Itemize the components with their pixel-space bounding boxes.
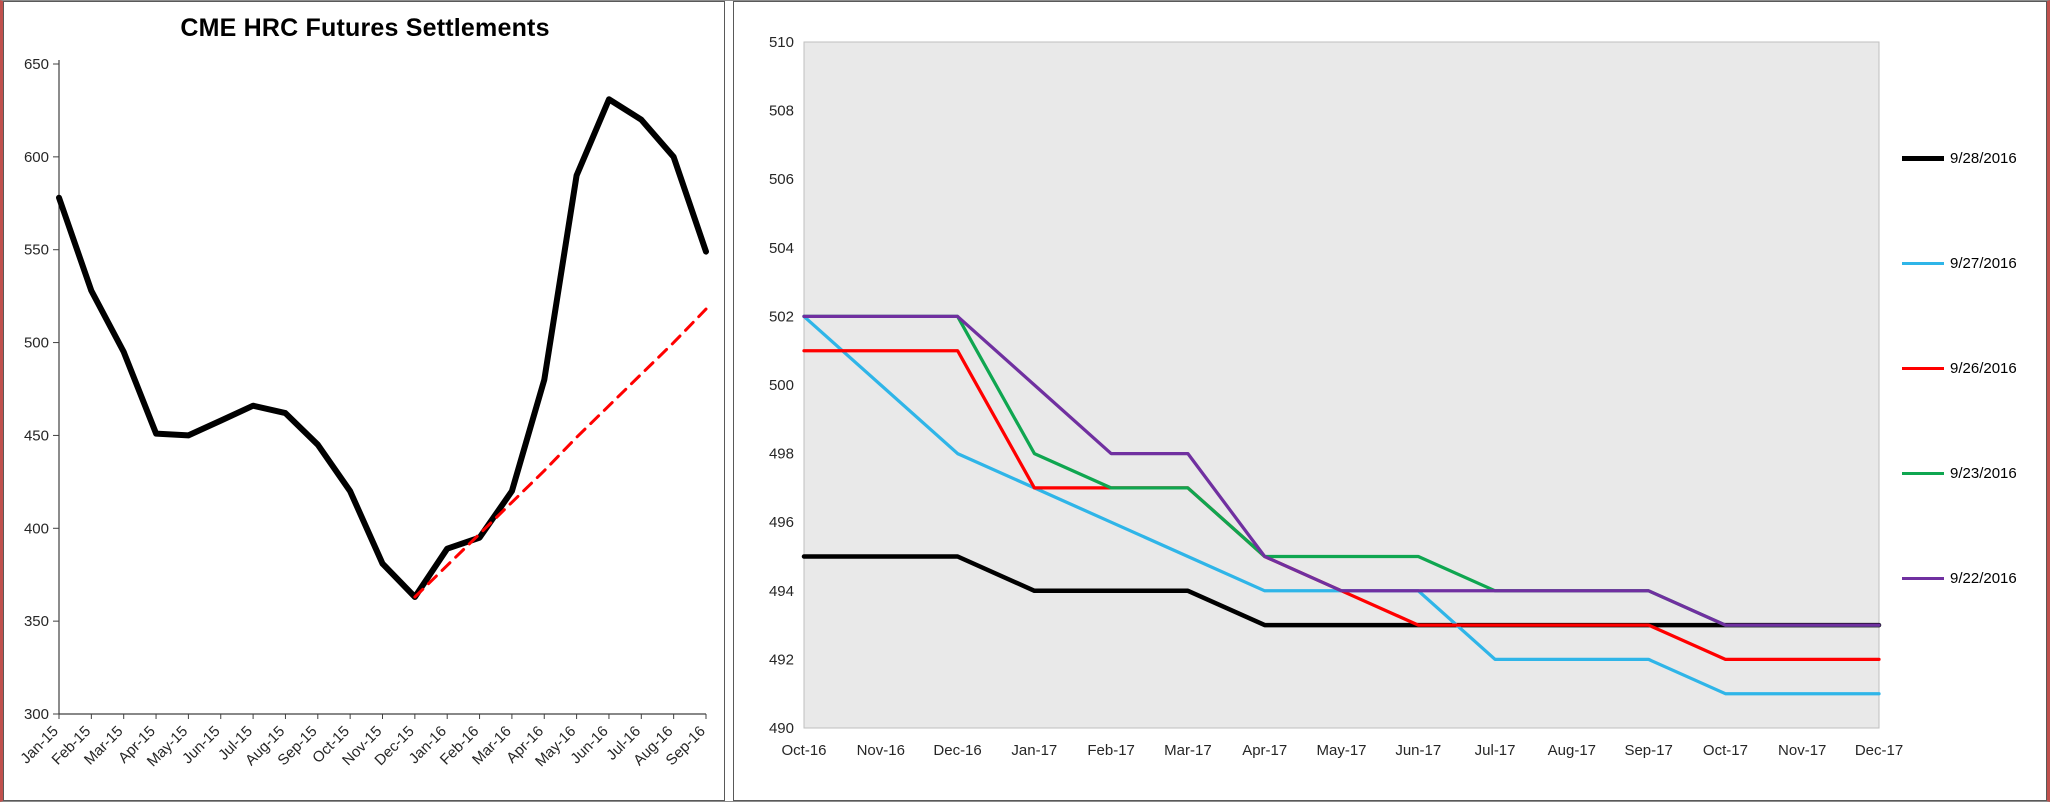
svg-text:496: 496 bbox=[769, 514, 794, 531]
svg-text:508: 508 bbox=[769, 103, 794, 120]
series-9-28-2016[interactable] bbox=[801, 554, 1882, 628]
svg-text:Oct-16: Oct-16 bbox=[781, 742, 826, 759]
legend-item-9-26-2016[interactable]: 9/26/2016 bbox=[1902, 360, 2017, 377]
svg-text:510: 510 bbox=[769, 34, 794, 51]
y-axis-labels: 300 350 400 450 500 550 600 650 bbox=[24, 56, 59, 723]
right-chart-plot[interactable]: 490 492 494 496 498 500 502 504 506 508 510 Oct-16 N… bbox=[734, 2, 2047, 801]
svg-text:400: 400 bbox=[24, 520, 49, 537]
svg-text:350: 350 bbox=[24, 613, 49, 630]
svg-text:Mar-17: Mar-17 bbox=[1164, 742, 1212, 759]
svg-text:Nov-17: Nov-17 bbox=[1778, 742, 1826, 759]
right-chart-object[interactable]: 490 492 494 496 498 500 502 504 506 508 510 Oct-16 N… bbox=[733, 1, 2047, 801]
right-chart-legend: 9/28/2016 9/27/2016 9/26/2016 9/23/2016 9/22… bbox=[1902, 150, 2017, 587]
svg-text:550: 550 bbox=[24, 242, 49, 259]
svg-text:600: 600 bbox=[24, 149, 49, 166]
svg-text:492: 492 bbox=[769, 651, 794, 668]
x-axis-labels: Oct-16 Nov-16 Dec-16 Jan-17 Feb-17 Mar-17 Apr-… bbox=[781, 742, 1903, 759]
legend-label: 9/23/2016 bbox=[1950, 465, 2017, 482]
svg-text:502: 502 bbox=[769, 308, 794, 325]
legend-label: 9/28/2016 bbox=[1950, 150, 2017, 167]
legend-item-9-27-2016[interactable]: 9/27/2016 bbox=[1902, 255, 2017, 272]
svg-text:Nov-16: Nov-16 bbox=[857, 742, 905, 759]
left-chart-object[interactable]: CME HRC Futures Settlements 300 350 400 450… bbox=[3, 1, 725, 801]
svg-text:Aug-17: Aug-17 bbox=[1548, 742, 1596, 759]
svg-text:Apr-17: Apr-17 bbox=[1242, 742, 1287, 759]
svg-text:Dec-17: Dec-17 bbox=[1855, 742, 1903, 759]
legend-item-9-28-2016[interactable]: 9/28/2016 bbox=[1902, 150, 2017, 167]
legend-item-9-23-2016[interactable]: 9/23/2016 bbox=[1902, 465, 2017, 482]
legend-line-sample bbox=[1902, 576, 1944, 581]
legend-line-sample bbox=[1902, 261, 1944, 266]
svg-text:450: 450 bbox=[24, 427, 49, 444]
legend-item-9-22-2016[interactable]: 9/22/2016 bbox=[1902, 570, 2017, 587]
legend-label: 9/22/2016 bbox=[1950, 570, 2017, 587]
legend-label: 9/26/2016 bbox=[1950, 360, 2017, 377]
svg-text:Jul-17: Jul-17 bbox=[1475, 742, 1516, 759]
series-lines bbox=[56, 96, 709, 600]
svg-text:May-17: May-17 bbox=[1316, 742, 1366, 759]
svg-text:504: 504 bbox=[769, 240, 794, 257]
svg-text:506: 506 bbox=[769, 171, 794, 188]
legend-line-sample bbox=[1902, 366, 1944, 371]
series-lines bbox=[801, 314, 1882, 696]
svg-text:Sep-17: Sep-17 bbox=[1624, 742, 1672, 759]
svg-text:650: 650 bbox=[24, 56, 49, 73]
legend-label: 9/27/2016 bbox=[1950, 255, 2017, 272]
legend-line-sample bbox=[1902, 156, 1944, 161]
y-axis-labels: 490 492 494 496 498 500 502 504 506 508 510 bbox=[769, 34, 794, 737]
series-9-22-2016[interactable] bbox=[802, 314, 1881, 627]
svg-text:300: 300 bbox=[24, 706, 49, 723]
legend-line-sample bbox=[1902, 471, 1944, 476]
svg-text:498: 498 bbox=[769, 446, 794, 463]
svg-text:Jun-17: Jun-17 bbox=[1395, 742, 1441, 759]
series-trend[interactable] bbox=[413, 307, 708, 599]
left-chart-plot[interactable]: 300 350 400 450 500 550 600 650 Jan-15Feb-15Mar-… bbox=[4, 2, 724, 801]
series-settlement[interactable] bbox=[56, 96, 709, 600]
svg-text:Jan-17: Jan-17 bbox=[1011, 742, 1057, 759]
svg-text:Oct-17: Oct-17 bbox=[1703, 742, 1748, 759]
svg-text:494: 494 bbox=[769, 583, 794, 600]
svg-text:500: 500 bbox=[24, 335, 49, 352]
svg-text:Dec-16: Dec-16 bbox=[933, 742, 981, 759]
x-axis-labels: Jan-15Feb-15Mar-15Apr-15May-15Jun-15Jul-… bbox=[17, 714, 709, 770]
svg-text:490: 490 bbox=[769, 720, 794, 737]
svg-text:Feb-17: Feb-17 bbox=[1087, 742, 1135, 759]
svg-text:500: 500 bbox=[769, 377, 794, 394]
axis-lines bbox=[58, 60, 706, 715]
left-chart-title: CME HRC Futures Settlements bbox=[180, 14, 550, 42]
